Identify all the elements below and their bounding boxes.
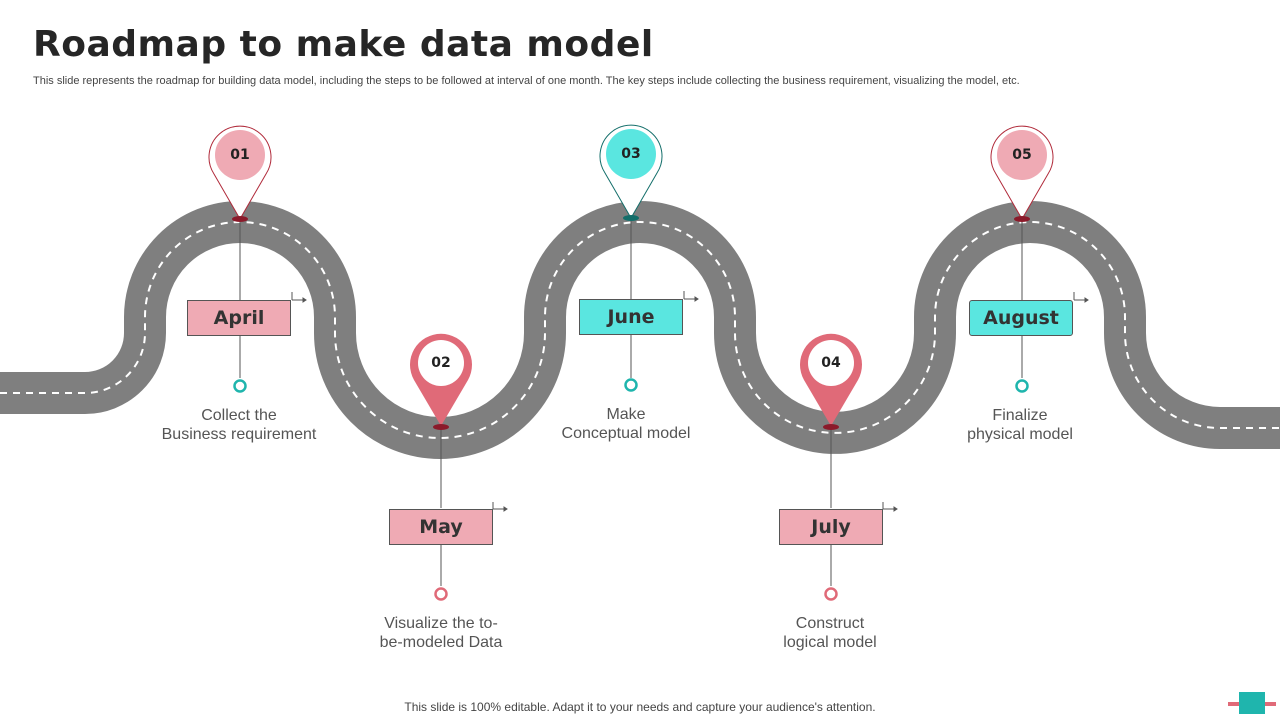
step-marker: [434, 587, 448, 601]
step-marker: [1015, 379, 1029, 393]
corner-decoration: [1228, 692, 1276, 714]
step-number: 02: [431, 355, 451, 371]
step-description: Finalize physical model: [967, 407, 1073, 443]
step-number: 05: [1012, 147, 1032, 163]
step-number: 03: [621, 146, 641, 162]
page-subtitle: This slide represents the roadmap for bu…: [33, 75, 1020, 87]
page-title: Roadmap to make data model: [33, 24, 654, 65]
step-marker: [624, 378, 638, 392]
month-box-june: June: [579, 299, 683, 335]
pin-04: [800, 333, 862, 430]
month-box-july: July: [779, 509, 883, 545]
step-number: 01: [230, 147, 250, 163]
step-description: Make Conceptual model: [561, 406, 691, 442]
step-number: 04: [821, 355, 841, 371]
step-description: Collect the Business requirement: [161, 407, 317, 443]
step-marker: [824, 587, 838, 601]
road-center-dashes: [0, 221, 1280, 439]
month-box-may: May: [389, 509, 493, 545]
footer-note: This slide is 100% editable. Adapt it to…: [404, 700, 876, 714]
month-box-august: August: [969, 300, 1073, 336]
month-box-april: April: [187, 300, 291, 336]
pin-03: [599, 124, 663, 221]
step-description: Visualize the to- be-modeled Data: [379, 615, 503, 651]
pin-02: [409, 333, 472, 430]
step-description: Construct logical model: [783, 615, 877, 651]
pin-01: [208, 125, 272, 222]
pin-05: [990, 125, 1054, 222]
step-marker: [233, 379, 247, 393]
